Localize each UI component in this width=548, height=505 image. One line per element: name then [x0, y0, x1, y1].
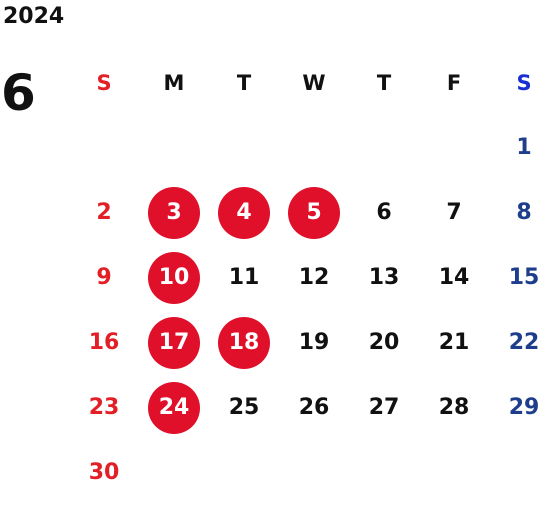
weekday-header-monday: M	[163, 70, 185, 95]
day-number: 25	[228, 395, 260, 420]
year-label: 2024	[3, 4, 65, 29]
day-cell: 3	[139, 180, 209, 245]
day-cell: 10	[139, 245, 209, 310]
highlighted-day-number: 4	[218, 186, 270, 239]
empty-cell	[349, 115, 419, 180]
day-cell: 4	[209, 180, 279, 245]
highlighted-day-number: 24	[148, 381, 200, 434]
day-cell: 22	[489, 310, 548, 375]
day-cell: 21	[419, 310, 489, 375]
day-number: 28	[438, 395, 470, 420]
day-cell: 12	[279, 245, 349, 310]
day-number: 22	[508, 330, 540, 355]
day-cell: 1	[489, 115, 548, 180]
day-number: 2	[96, 200, 112, 225]
day-cell: 19	[279, 310, 349, 375]
day-number: 15	[508, 265, 540, 290]
day-number: 8	[516, 200, 532, 225]
empty-cell	[419, 115, 489, 180]
highlighted-day-number: 5	[288, 186, 340, 239]
day-cell: 20	[349, 310, 419, 375]
day-number: 27	[368, 395, 400, 420]
day-number: 1	[516, 135, 532, 160]
day-number: 16	[88, 330, 120, 355]
day-number: 21	[438, 330, 470, 355]
day-cell: 14	[419, 245, 489, 310]
day-number: 29	[508, 395, 540, 420]
empty-cell	[279, 115, 349, 180]
highlighted-day-number: 3	[148, 186, 200, 239]
day-number: 11	[228, 265, 260, 290]
day-cell: 8	[489, 180, 548, 245]
day-cell: 25	[209, 375, 279, 440]
day-cell: 29	[489, 375, 548, 440]
day-number: 6	[376, 200, 392, 225]
day-number: 19	[298, 330, 330, 355]
weekday-header-tuesday: T	[236, 70, 252, 95]
day-cell: 5	[279, 180, 349, 245]
day-number: 23	[88, 395, 120, 420]
day-cell: 2	[69, 180, 139, 245]
day-cell: 7	[419, 180, 489, 245]
day-number: 30	[88, 460, 120, 485]
weekday-header-friday: F	[446, 70, 462, 95]
day-cell: 30	[69, 440, 139, 505]
day-cell: 28	[419, 375, 489, 440]
weekday-header-sunday: S	[96, 70, 112, 95]
day-cell: 16	[69, 310, 139, 375]
empty-cell	[209, 115, 279, 180]
day-cell: 13	[349, 245, 419, 310]
day-number: 26	[298, 395, 330, 420]
day-cell: 9	[69, 245, 139, 310]
day-number: 9	[96, 265, 112, 290]
day-number: 7	[446, 200, 462, 225]
day-cell: 27	[349, 375, 419, 440]
day-number: 20	[368, 330, 400, 355]
calendar-grid: S M T W T F S 1 2 3 4 5 6 7 8 9 10 11 12 13 14 15 16 17 1…	[69, 50, 548, 505]
day-cell: 18	[209, 310, 279, 375]
highlighted-day-number: 17	[148, 316, 200, 369]
empty-cell	[139, 115, 209, 180]
day-cell: 6	[349, 180, 419, 245]
day-cell: 23	[69, 375, 139, 440]
highlighted-day-number: 18	[218, 316, 270, 369]
day-cell: 15	[489, 245, 548, 310]
day-number: 14	[438, 265, 470, 290]
day-cell: 11	[209, 245, 279, 310]
day-number: 13	[368, 265, 400, 290]
empty-cell	[69, 115, 139, 180]
day-cell: 17	[139, 310, 209, 375]
highlighted-day-number: 10	[148, 251, 200, 304]
weekday-header-thursday: T	[376, 70, 392, 95]
day-cell: 26	[279, 375, 349, 440]
weekday-header-wednesday: W	[302, 70, 326, 95]
month-number: 6	[1, 64, 36, 122]
weekday-header-saturday: S	[516, 70, 532, 95]
day-cell: 24	[139, 375, 209, 440]
day-number: 12	[298, 265, 330, 290]
